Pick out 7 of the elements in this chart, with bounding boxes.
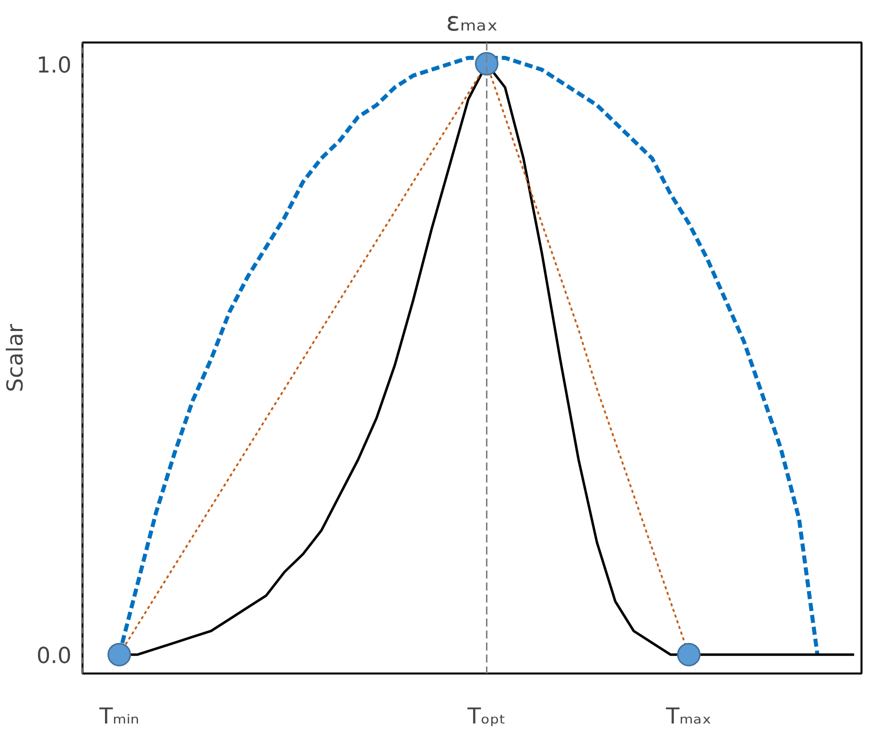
x-tick-label: Tₘᵢₙ: [98, 704, 140, 730]
y-tick-label: 0.0: [36, 644, 72, 670]
chart-title: εₘₐₓ: [446, 8, 498, 38]
y-axis-title: Scalar: [4, 322, 29, 392]
x-tick-label: Tₒₚₜ: [466, 704, 506, 730]
x-tick-label: Tₘₐₓ: [665, 704, 712, 730]
y-tick-label: 1.0: [36, 53, 72, 78]
